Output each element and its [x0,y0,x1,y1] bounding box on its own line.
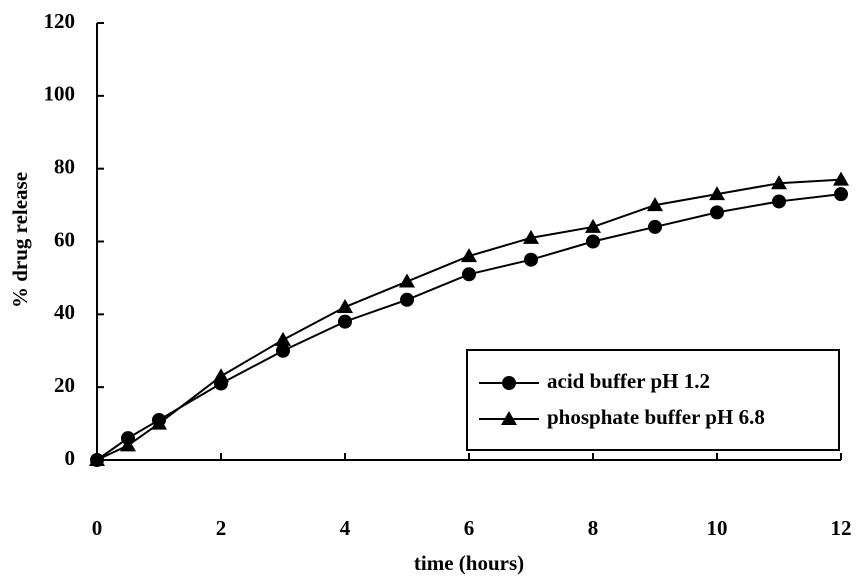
circle-marker [338,314,352,329]
triangle-marker [337,299,353,314]
circle-marker [276,343,290,358]
circle-marker [400,292,414,307]
x-tick-label: 8 [588,516,599,540]
triangle-marker [501,411,517,425]
triangle-marker [461,248,477,263]
triangle-marker [89,452,105,466]
x-tick-label: 12 [831,516,852,540]
triangle-marker [120,437,136,452]
triangle-marker [709,186,725,201]
circle-marker [710,205,724,220]
triangle-marker [213,368,229,383]
y-tick-label: 60 [54,227,75,251]
x-tick-label: 10 [707,516,728,540]
y-tick-label: 120 [44,9,76,33]
triangle-marker [151,415,167,430]
legend-label: acid buffer pH 1.2 [547,369,710,393]
y-tick-label: 80 [54,154,75,178]
y-tick-label: 0 [65,446,76,470]
y-tick-label: 40 [54,300,75,324]
triangle-marker [771,175,787,190]
legend-box [466,349,840,451]
triangle-marker [399,273,415,288]
triangle-marker [585,218,601,233]
circle-marker [524,252,538,267]
triangle-marker [275,331,291,346]
circle-marker [462,267,476,282]
triangle-marker [523,229,539,244]
triangle-marker [833,171,849,186]
x-tick-label: 2 [216,516,227,540]
series-line [96,178,842,461]
triangle-marker [647,197,663,212]
x-tick-label: 0 [92,516,103,540]
circle-marker [502,376,516,390]
circle-marker [772,194,786,209]
legend-label: phosphate buffer pH 6.8 [547,405,765,429]
series-line [96,193,842,461]
circle-marker [834,187,848,202]
x-tick-label: 6 [464,516,475,540]
y-tick-label: 20 [54,373,75,397]
y-axis-label: % drug release [8,172,32,308]
circle-marker [586,234,600,249]
circle-marker [648,219,662,234]
y-tick-label: 100 [44,82,76,106]
x-axis-label: time (hours) [414,551,524,575]
x-tick-label: 4 [340,516,351,540]
